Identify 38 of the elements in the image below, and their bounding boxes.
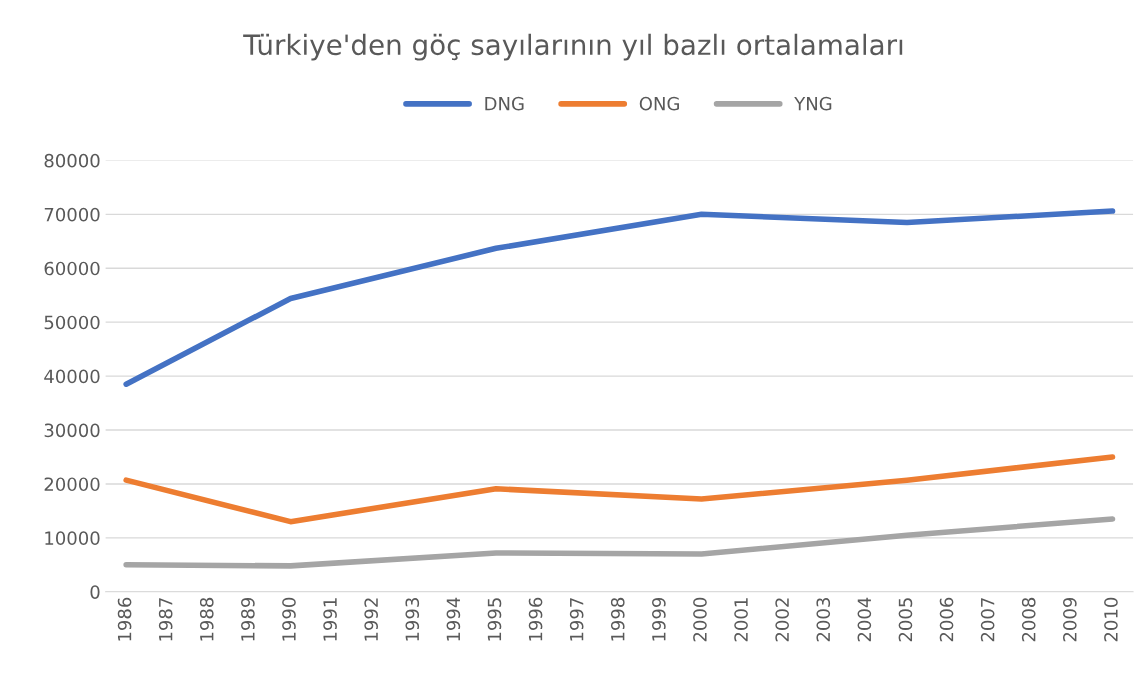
x-tick-label: 1987: [158, 598, 173, 641]
x-tick-label: 1998: [610, 597, 625, 641]
x-tick-label: 1986: [117, 597, 132, 641]
x-tick-label: 2008: [1021, 597, 1036, 642]
x-tick-label: 1997: [569, 598, 584, 641]
y-tick-label: 70000: [44, 207, 100, 222]
y-tick-label: 60000: [44, 261, 100, 276]
x-tick-label: 1989: [241, 597, 255, 641]
x-tick-label: 2005: [898, 598, 913, 642]
x-tick-label: 1988: [199, 597, 214, 641]
y-tick-label: 10000: [45, 531, 100, 545]
x-tick-label: 1996: [528, 597, 543, 641]
x-tick-label: 1994: [446, 597, 461, 641]
legend-label: DNG: [485, 96, 524, 111]
legend-label: ONG: [639, 96, 679, 111]
y-tick-label: 0: [90, 585, 100, 599]
x-tick-label: 1993: [405, 598, 420, 641]
x-tick-label: 2001: [734, 598, 748, 642]
x-tick-label: 2009: [1063, 597, 1077, 642]
x-tick-label: 2010: [1104, 597, 1118, 642]
chart-title: Türkiye'den göç sayılarının yıl bazlı ortalamaları: [243, 33, 903, 61]
x-tick-label: 2006: [939, 597, 954, 642]
x-tick-label: 2002: [775, 598, 789, 642]
x-tick-label: 1999: [652, 597, 666, 641]
x-tick-label: 2004: [857, 597, 872, 642]
x-tick-label: 1995: [487, 598, 502, 641]
y-tick-label: 20000: [44, 477, 100, 492]
x-tick-label: 2003: [816, 598, 831, 642]
y-tick-label: 30000: [44, 423, 100, 438]
x-tick-label: 2000: [693, 597, 707, 642]
y-tick-label: 80000: [44, 153, 100, 168]
x-tick-label: 1990: [282, 597, 296, 641]
x-tick-label: 1991: [323, 598, 337, 641]
x-tick-label: 1992: [364, 598, 378, 641]
legend-label: YNG: [794, 96, 832, 111]
x-tick-label: 2007: [980, 598, 995, 642]
y-tick-label: 40000: [44, 369, 100, 384]
y-tick-label: 50000: [44, 315, 100, 330]
